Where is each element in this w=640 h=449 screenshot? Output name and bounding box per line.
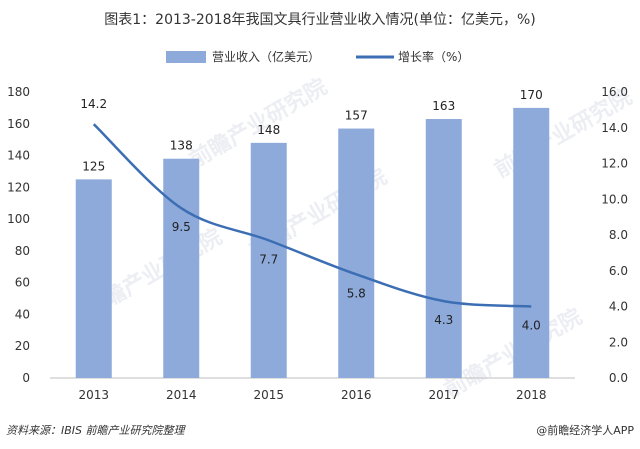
growth-line: [92, 123, 532, 308]
source-note: 资料来源：IBIS 前瞻产业研究院整理: [6, 424, 187, 437]
y-left-tick-label: 40: [15, 307, 30, 321]
y-right-tick-label: 16.0: [601, 85, 628, 99]
y-right-tick-label: 10.0: [601, 192, 628, 206]
chart-title: 图表1：2013-2018年我国文具行业营业收入情况(单位：亿美元，%): [104, 12, 535, 28]
brand-note: @前瞻经济学人APP: [536, 423, 634, 437]
growth-point-label: 4.0: [522, 319, 541, 333]
y-left-tick-label: 80: [15, 244, 30, 258]
legend: 营业收入（亿美元） 增长率（%）: [166, 49, 469, 64]
y-right-tick-label: 2.0: [609, 335, 628, 349]
y-left-tick-label: 60: [15, 276, 30, 290]
y-left-tick-label: 100: [7, 212, 30, 226]
revenue-bar-label: 163: [432, 99, 455, 113]
y-right-tick-label: 6.0: [609, 264, 628, 278]
x-tick-label: 2013: [78, 388, 109, 402]
revenue-bar-label: 157: [345, 109, 368, 123]
y-right-tick-label: 14.0: [601, 121, 628, 135]
legend-swatch-revenue: [166, 51, 206, 63]
y-left-tick-label: 120: [7, 180, 30, 194]
growth-point-label: 9.5: [172, 220, 191, 234]
legend-label-revenue: 营业收入（亿美元）: [212, 49, 320, 64]
y-left-tick-label: 180: [7, 85, 30, 99]
revenue-bar-label: 125: [82, 159, 105, 173]
bars: 125 138 148 157 163 170: [75, 88, 550, 378]
y-right-tick-label: 8.0: [609, 228, 628, 242]
x-tick-label: 2017: [428, 388, 459, 402]
x-tick-label: 2015: [253, 388, 284, 402]
growth-point-label: 5.8: [347, 286, 366, 300]
growth-point-label: 4.3: [434, 313, 453, 327]
y-left-tick-label: 140: [7, 149, 30, 163]
revenue-bar-label: 170: [520, 88, 543, 102]
y-right-tick-label: 4.0: [609, 300, 628, 314]
y-left-tick-label: 20: [15, 339, 30, 353]
revenue-bar: [513, 107, 550, 378]
x-tick-label: 2014: [166, 388, 197, 402]
growth-line-series: 14.2 9.5 7.7 5.8 4.3 4.0: [80, 97, 540, 332]
revenue-bar: [425, 119, 462, 378]
growth-point-label: 14.2: [80, 97, 107, 111]
axes: 0 20 40 60 80 100 120 140 160 180 0.0 2.0 4.0 6.0 8.0 1…: [7, 85, 628, 402]
y-right-tick-label: 12.0: [601, 157, 628, 171]
y-right-tick-label: 0.0: [609, 371, 628, 385]
revenue-bar: [338, 128, 375, 378]
growth-point-label: 7.7: [259, 252, 278, 266]
x-tick-label: 2018: [516, 388, 547, 402]
legend-label-growth: 增长率（%）: [398, 49, 469, 64]
revenue-bar-label: 148: [257, 123, 280, 137]
revenue-bar: [163, 158, 200, 378]
y-left-tick-label: 0: [22, 371, 30, 385]
watermark-5: 前瞻产业研究院: [440, 304, 586, 404]
y-left-tick-label: 160: [7, 117, 30, 131]
x-tick-label: 2016: [341, 388, 372, 402]
revenue-bar: [250, 142, 287, 378]
revenue-bar-label: 138: [170, 139, 193, 153]
revenue-bar: [75, 179, 112, 378]
